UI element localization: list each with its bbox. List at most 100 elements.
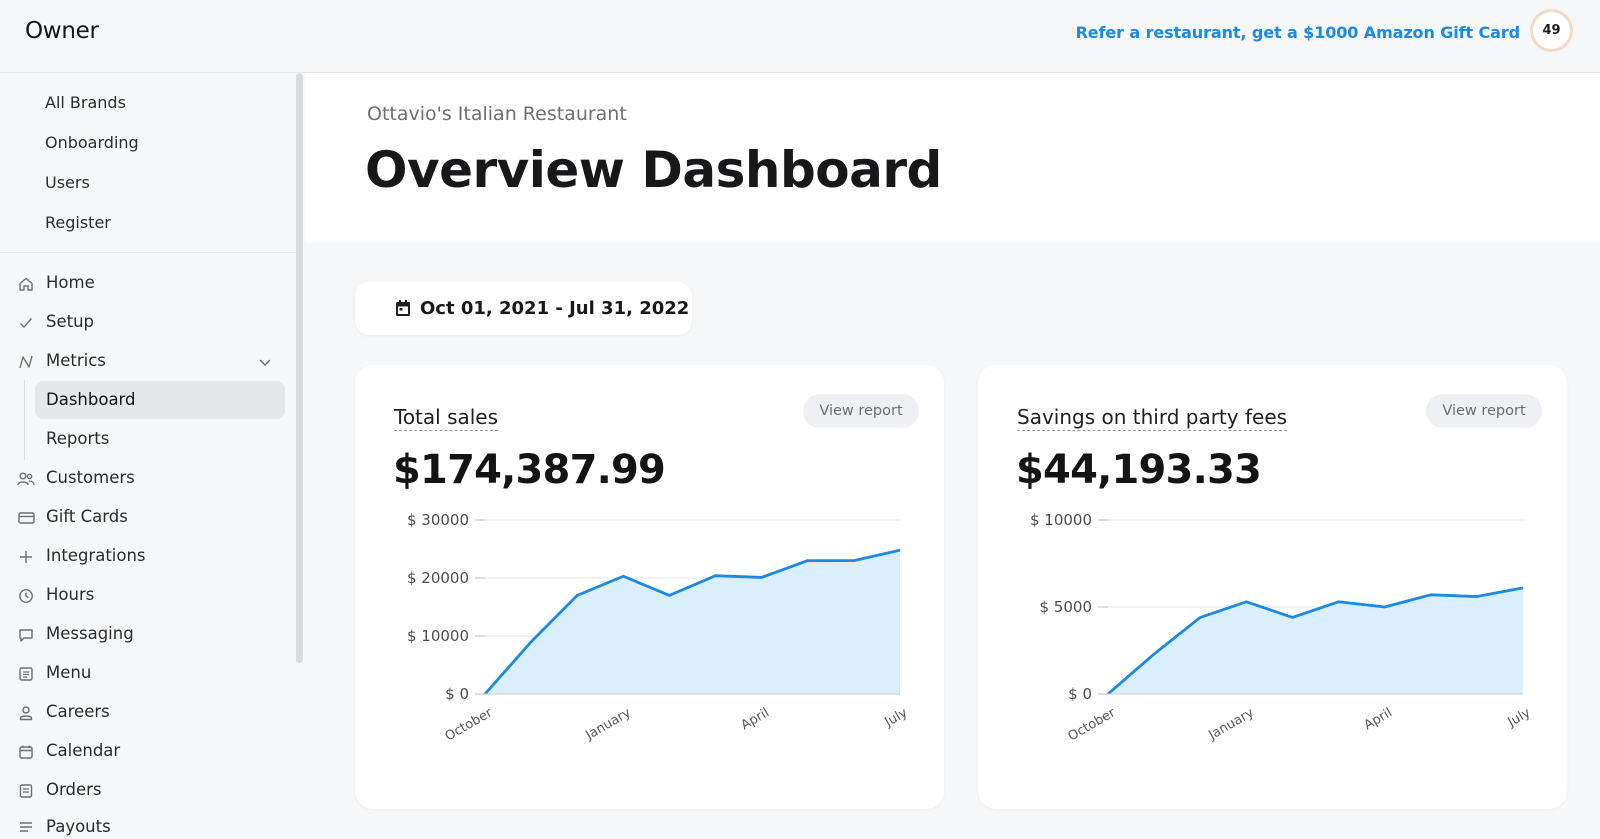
sidebar-item-label: Metrics bbox=[46, 351, 106, 370]
sidebar-item-label: Careers bbox=[46, 702, 110, 721]
person-icon bbox=[17, 704, 35, 722]
data-point[interactable] bbox=[1429, 593, 1433, 597]
restaurant-name: Ottavio's Italian Restaurant bbox=[367, 103, 627, 125]
x-tick-label: October bbox=[1066, 705, 1119, 744]
clock-icon bbox=[17, 587, 35, 605]
app-logo[interactable]: Owner bbox=[25, 18, 99, 44]
sidebar-item-calendar[interactable]: Calendar bbox=[0, 732, 290, 770]
sidebar-item-onboarding[interactable]: Onboarding bbox=[45, 133, 139, 152]
data-point[interactable] bbox=[529, 640, 533, 644]
sidebar-item-label: Gift Cards bbox=[46, 507, 128, 526]
sidebar-item-label: Dashboard bbox=[46, 390, 136, 409]
sidebar-item-customers[interactable]: Customers bbox=[0, 459, 290, 497]
sidebar-item-label: Setup bbox=[46, 312, 95, 331]
savings-chart: $ 10000 $ 5000 $ 0 October January April July bbox=[1030, 511, 1534, 744]
sidebar-item-label: Reports bbox=[46, 429, 110, 448]
sidebar-item-orders[interactable]: Orders bbox=[0, 771, 290, 809]
sidebar-item-reports[interactable]: Reports bbox=[35, 420, 285, 458]
calendar-icon bbox=[395, 299, 411, 321]
plus-icon bbox=[17, 548, 35, 566]
refer-restaurant-link[interactable]: Refer a restaurant, get a $1000 Amazon G… bbox=[1075, 23, 1521, 42]
payouts-icon bbox=[17, 819, 35, 837]
customers-icon bbox=[17, 470, 35, 488]
data-point[interactable] bbox=[1198, 615, 1202, 619]
page-title: Overview Dashboard bbox=[365, 141, 942, 199]
top-bar: Owner Refer a restaurant, get a $1000 Am… bbox=[0, 0, 1600, 73]
x-tick-label: July bbox=[882, 705, 911, 730]
data-point[interactable] bbox=[1337, 600, 1341, 604]
sidebar-admin-section: All Brands Onboarding Users Register bbox=[0, 73, 296, 253]
sidebar-item-home[interactable]: Home bbox=[0, 264, 290, 302]
data-point[interactable] bbox=[1475, 595, 1479, 599]
sidebar-item-metrics[interactable]: Metrics bbox=[0, 342, 290, 380]
data-point[interactable] bbox=[1244, 600, 1248, 604]
x-tick-label: April bbox=[739, 705, 772, 733]
sidebar-item-dashboard[interactable]: Dashboard bbox=[35, 381, 285, 419]
date-range-label: Oct 01, 2021 - Jul 31, 2022 bbox=[420, 298, 690, 319]
sidebar-item-hours[interactable]: Hours bbox=[0, 576, 290, 614]
check-icon bbox=[17, 314, 35, 332]
card-icon bbox=[17, 509, 35, 527]
data-point[interactable] bbox=[575, 593, 579, 597]
sidebar-item-gift-cards[interactable]: Gift Cards bbox=[0, 498, 290, 536]
sidebar-item-label: Home bbox=[46, 273, 95, 292]
calendar-icon bbox=[17, 743, 35, 761]
sidebar-item-payouts[interactable]: Payouts bbox=[0, 808, 290, 839]
sidebar-item-menu[interactable]: Menu bbox=[0, 654, 290, 692]
sidebar-item-users[interactable]: Users bbox=[45, 173, 90, 192]
data-point[interactable] bbox=[621, 574, 625, 578]
total-sales-chart: $ 30000 $ 20000 $ 10000 $ 0 October January Ap… bbox=[407, 511, 911, 744]
y-tick-label: $ 10000 bbox=[1030, 511, 1092, 529]
data-point[interactable] bbox=[1383, 605, 1387, 609]
y-tick-label: $ 10000 bbox=[407, 627, 469, 645]
submenu-rail bbox=[24, 380, 25, 460]
view-report-button[interactable]: View report bbox=[1426, 394, 1542, 428]
card-title[interactable]: Total sales bbox=[394, 405, 499, 431]
chevron-down-icon[interactable] bbox=[258, 354, 272, 373]
card-title[interactable]: Savings on third party fees bbox=[1017, 405, 1288, 431]
data-point[interactable] bbox=[1521, 586, 1525, 590]
data-point[interactable] bbox=[852, 559, 856, 563]
sidebar-item-messaging[interactable]: Messaging bbox=[0, 615, 290, 653]
page-header: Ottavio's Italian Restaurant Overview Da… bbox=[305, 73, 1600, 242]
series-line bbox=[483, 548, 901, 695]
sidebar-item-label: Messaging bbox=[46, 624, 134, 643]
savings-card: Savings on third party fees View report … bbox=[978, 365, 1567, 809]
y-tick-label: $ 5000 bbox=[1040, 598, 1093, 616]
sidebar-item-setup[interactable]: Setup bbox=[0, 303, 290, 341]
card-amount: $44,193.33 bbox=[1016, 447, 1262, 493]
data-point[interactable] bbox=[1290, 615, 1294, 619]
metrics-icon bbox=[17, 353, 35, 371]
sidebar-item-label: Calendar bbox=[46, 741, 121, 760]
chat-icon bbox=[17, 626, 35, 644]
sidebar-item-integrations[interactable]: Integrations bbox=[0, 537, 290, 575]
data-point[interactable] bbox=[806, 559, 810, 563]
sidebar-item-careers[interactable]: Careers bbox=[0, 693, 290, 731]
sidebar-item-label: Menu bbox=[46, 663, 92, 682]
sidebar-item-register[interactable]: Register bbox=[45, 213, 111, 232]
x-tick-label: October bbox=[443, 705, 496, 744]
sidebar-item-label: Payouts bbox=[46, 817, 111, 836]
sidebar-item-all-brands[interactable]: All Brands bbox=[45, 93, 126, 112]
card-amount: $174,387.99 bbox=[393, 447, 666, 493]
sidebar-item-label: Customers bbox=[46, 468, 135, 487]
data-point[interactable] bbox=[714, 574, 718, 578]
sidebar-item-label: Integrations bbox=[46, 546, 146, 565]
data-point[interactable] bbox=[667, 593, 671, 597]
y-tick-label: $ 20000 bbox=[407, 569, 469, 587]
series-line bbox=[1107, 586, 1524, 696]
orders-icon bbox=[17, 782, 35, 800]
data-point[interactable] bbox=[760, 575, 764, 579]
view-report-button[interactable]: View report bbox=[803, 394, 919, 428]
home-icon bbox=[17, 275, 35, 293]
sidebar-item-label: Hours bbox=[46, 585, 95, 604]
score-badge[interactable]: 49 bbox=[1530, 9, 1573, 52]
x-tick-label: July bbox=[1505, 705, 1534, 730]
y-tick-label: $ 0 bbox=[445, 685, 469, 703]
date-range-picker[interactable]: Oct 01, 2021 - Jul 31, 2022 bbox=[355, 282, 692, 335]
data-point[interactable] bbox=[1152, 652, 1156, 656]
sidebar-scrollbar[interactable] bbox=[296, 73, 303, 663]
sidebar: All Brands Onboarding Users Register Hom… bbox=[0, 73, 305, 839]
x-tick-label: April bbox=[1362, 705, 1395, 733]
data-point[interactable] bbox=[898, 548, 902, 552]
